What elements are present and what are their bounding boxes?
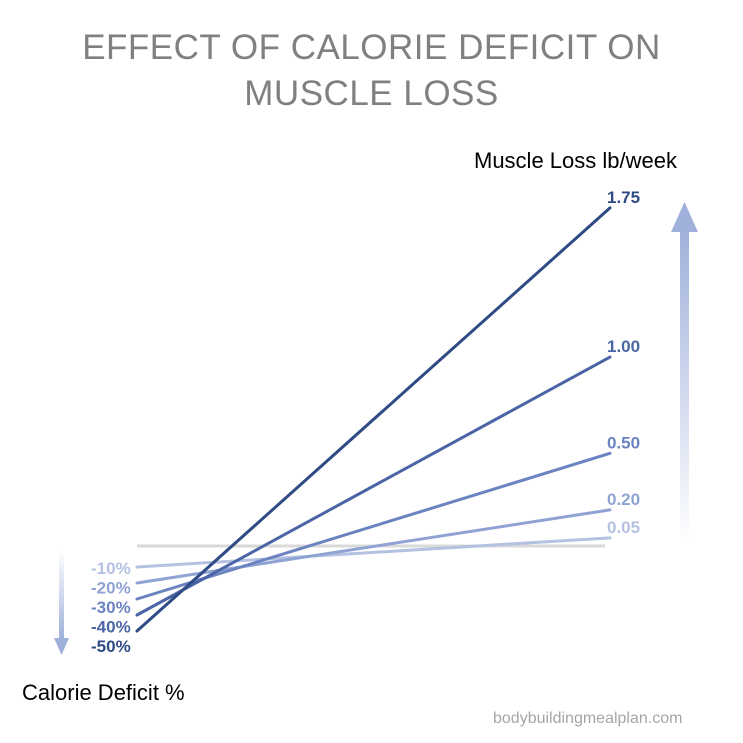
series-line-minus-10pct (135, 536, 612, 569)
series-line-minus-50pct (135, 206, 612, 633)
deficit-label: -50% (91, 637, 131, 656)
chart-title-line-1: EFFECT OF CALORIE DEFICIT ON (82, 28, 661, 67)
deficit-label: -10% (91, 559, 131, 578)
y-arrow-head (671, 202, 698, 232)
deficit-label: -40% (91, 618, 131, 637)
muscle-loss-label: 0.20 (607, 490, 640, 509)
x-arrow-head (54, 638, 69, 655)
deficit-labels: -10%-20%-30%-40%-50% (91, 559, 131, 656)
series-line-minus-40pct (135, 355, 612, 617)
muscle-loss-labels: 0.05 0.20 0.50 1.00 1.75 (607, 188, 640, 537)
deficit-label: -30% (91, 598, 131, 617)
x-axis-arrow (54, 550, 69, 655)
x-arrow-shaft (59, 550, 64, 640)
y-arrow-shaft (680, 230, 689, 545)
muscle-loss-label: 1.00 (607, 337, 640, 356)
y-axis-label: Muscle Loss lb/week (474, 148, 678, 173)
series-line-minus-30pct (135, 451, 612, 601)
muscle-loss-label: 1.75 (607, 188, 640, 207)
muscle-loss-label: 0.50 (607, 433, 640, 452)
x-axis-label: Calorie Deficit % (22, 680, 185, 705)
deficit-label: -20% (91, 579, 131, 598)
muscle-loss-label: 0.05 (607, 518, 640, 537)
chart-title-line-2: MUSCLE LOSS (244, 74, 499, 113)
y-axis-arrow (671, 202, 698, 545)
series-lines (135, 206, 612, 633)
watermark-text: bodybuildingmealplan.com (493, 710, 682, 727)
